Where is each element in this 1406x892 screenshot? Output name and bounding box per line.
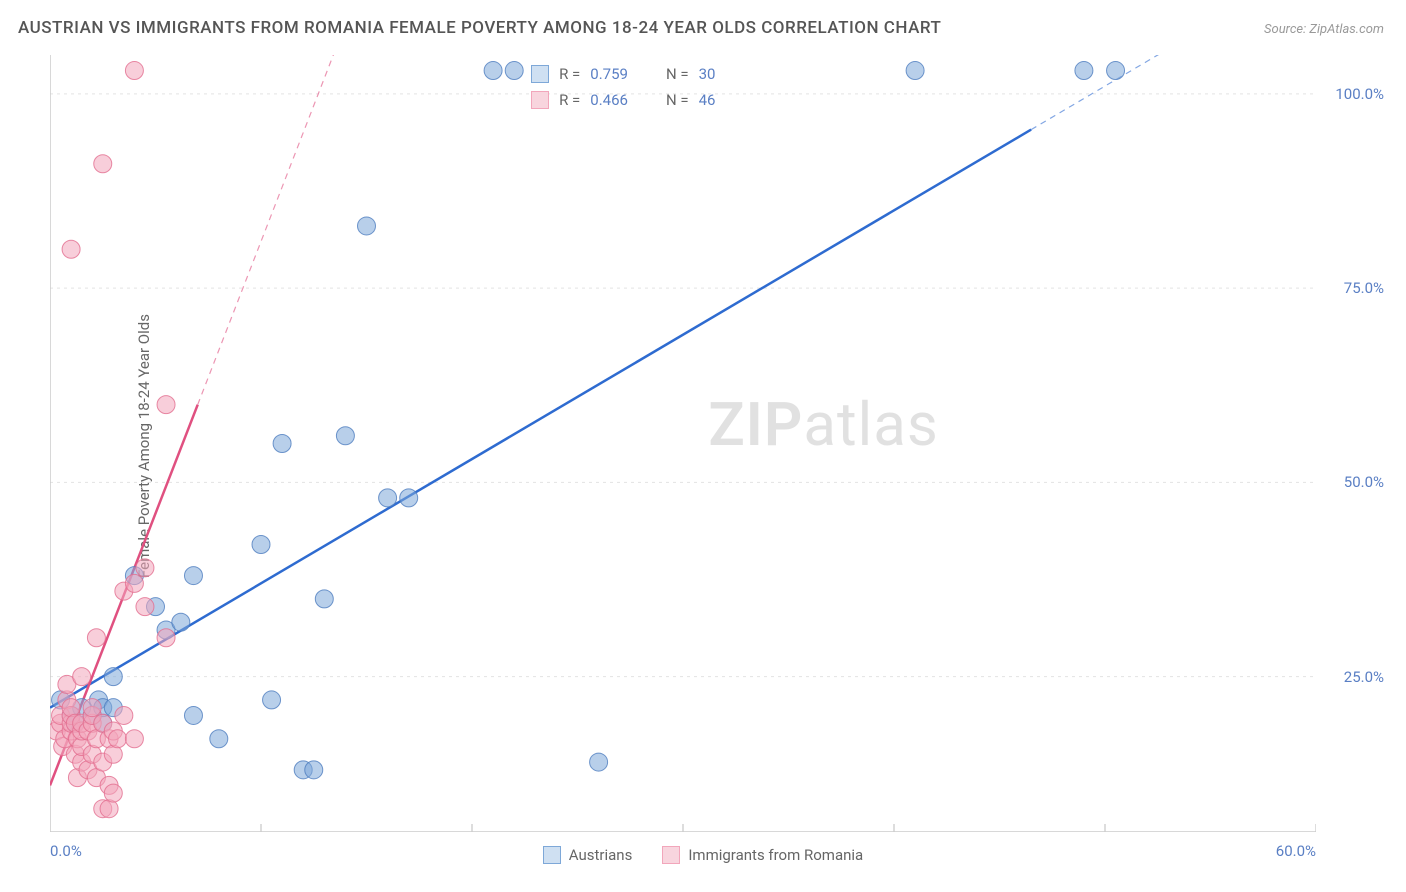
y-tick-label: 75.0% — [1344, 279, 1384, 297]
source-attribution: Source: ZipAtlas.com — [1264, 22, 1384, 37]
legend-swatch — [531, 91, 549, 109]
bottom-legend: Austrians Immigrants from Romania — [0, 846, 1406, 864]
stats-legend-row: R = 0.759N = 30 — [531, 61, 715, 87]
legend-label: Austrians — [569, 846, 633, 864]
legend-item: Austrians — [543, 846, 633, 864]
chart-title: AUSTRIAN VS IMMIGRANTS FROM ROMANIA FEMA… — [18, 18, 941, 38]
legend-swatch — [543, 846, 561, 864]
stats-legend-row: R = 0.466N = 46 — [531, 87, 715, 113]
plot-svg — [50, 55, 1316, 832]
stats-legend: R = 0.759N = 30R = 0.466N = 46 — [531, 61, 715, 113]
y-tick-label: 100.0% — [1335, 85, 1384, 103]
scatter-plot: R = 0.759N = 30R = 0.466N = 46 ZIPatlas — [50, 55, 1316, 832]
legend-swatch — [662, 846, 680, 864]
y-tick-label: 50.0% — [1344, 473, 1384, 491]
legend-item: Immigrants from Romania — [662, 846, 863, 864]
legend-label: Immigrants from Romania — [688, 846, 863, 864]
legend-swatch — [531, 65, 549, 83]
y-tick-label: 25.0% — [1344, 668, 1384, 686]
